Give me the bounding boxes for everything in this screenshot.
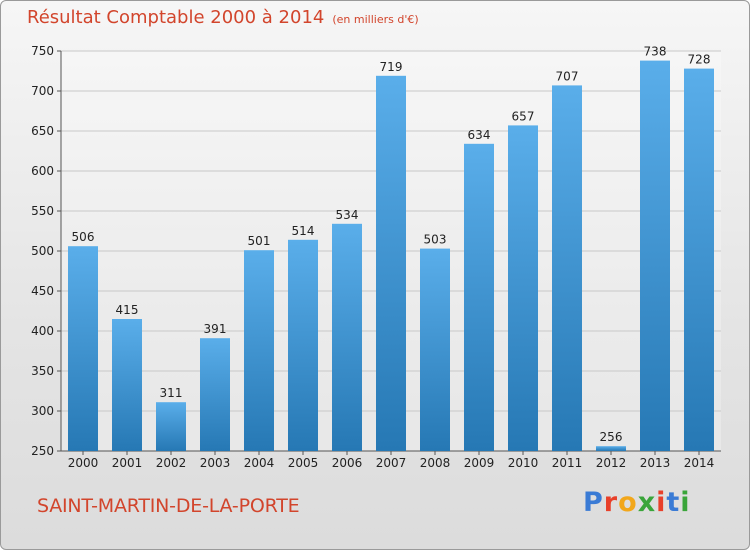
- data-label: 391: [204, 322, 227, 336]
- data-label: 256: [600, 430, 623, 444]
- y-tick-label: 550: [31, 204, 54, 218]
- x-tick-label: 2003: [200, 456, 231, 470]
- y-tick-label: 750: [31, 44, 54, 58]
- x-tick-label: 2013: [640, 456, 671, 470]
- bar: [200, 338, 230, 451]
- data-label: 738: [644, 45, 667, 59]
- x-tick-label: 2005: [288, 456, 319, 470]
- bar: [420, 248, 450, 451]
- x-tick-label: 2009: [464, 456, 495, 470]
- y-tick-label: 350: [31, 364, 54, 378]
- logo-letter: o: [618, 487, 638, 518]
- x-tick-label: 2000: [68, 456, 99, 470]
- data-label: 514: [292, 224, 315, 238]
- data-label: 506: [72, 230, 95, 244]
- data-label: 311: [160, 386, 183, 400]
- y-tick-label: 600: [31, 164, 54, 178]
- y-tick-label: 300: [31, 404, 54, 418]
- bar: [68, 246, 98, 451]
- y-tick-label: 400: [31, 324, 54, 338]
- data-label: 707: [556, 69, 579, 83]
- data-label: 657: [512, 109, 535, 123]
- bar: [156, 402, 186, 451]
- y-tick-label: 250: [31, 444, 54, 458]
- data-label: 415: [116, 303, 139, 317]
- x-tick-label: 2012: [596, 456, 627, 470]
- chart-unit: (en milliers d'€): [332, 13, 419, 26]
- bar: [552, 85, 582, 452]
- data-label: 719: [380, 60, 403, 74]
- y-tick-label: 700: [31, 84, 54, 98]
- y-tick-label: 500: [31, 244, 54, 258]
- bar: [244, 250, 274, 451]
- chart-title: Résultat Comptable 2000 à 2014 (en millie…: [27, 7, 419, 28]
- commune-name: SAINT-MARTIN-DE-LA-PORTE: [37, 495, 300, 517]
- data-label: 728: [688, 53, 711, 67]
- logo-letter: r: [603, 487, 619, 518]
- logo-letter: x: [637, 487, 657, 518]
- x-tick-label: 2002: [156, 456, 187, 470]
- data-label: 501: [248, 234, 271, 248]
- proxiti-logo: Proxiti: [583, 487, 691, 518]
- bar: [640, 60, 670, 451]
- bar: [112, 319, 142, 451]
- logo-letter: t: [666, 487, 681, 518]
- bar: [332, 223, 362, 451]
- x-tick-label: 2001: [112, 456, 143, 470]
- chart-title-text: Résultat Comptable 2000 à 2014: [27, 7, 325, 28]
- x-tick-label: 2004: [244, 456, 275, 470]
- x-tick-label: 2006: [332, 456, 363, 470]
- y-tick-label: 450: [31, 284, 54, 298]
- bar: [508, 125, 538, 452]
- bar: [596, 446, 626, 451]
- y-tick-label: 650: [31, 124, 54, 138]
- x-tick-label: 2011: [552, 456, 583, 470]
- data-label: 634: [468, 128, 491, 142]
- x-tick-label: 2007: [376, 456, 407, 470]
- data-label: 534: [336, 208, 359, 222]
- data-label: 503: [424, 233, 447, 247]
- bar: [684, 68, 714, 451]
- x-tick-label: 2008: [420, 456, 451, 470]
- bar: [464, 143, 494, 452]
- bar: [288, 239, 318, 451]
- logo-letter: i: [680, 487, 691, 518]
- x-tick-label: 2014: [684, 456, 715, 470]
- bar: [376, 75, 406, 452]
- x-tick-label: 2010: [508, 456, 539, 470]
- logo-letter: i: [656, 487, 667, 518]
- logo-letter: P: [583, 487, 604, 518]
